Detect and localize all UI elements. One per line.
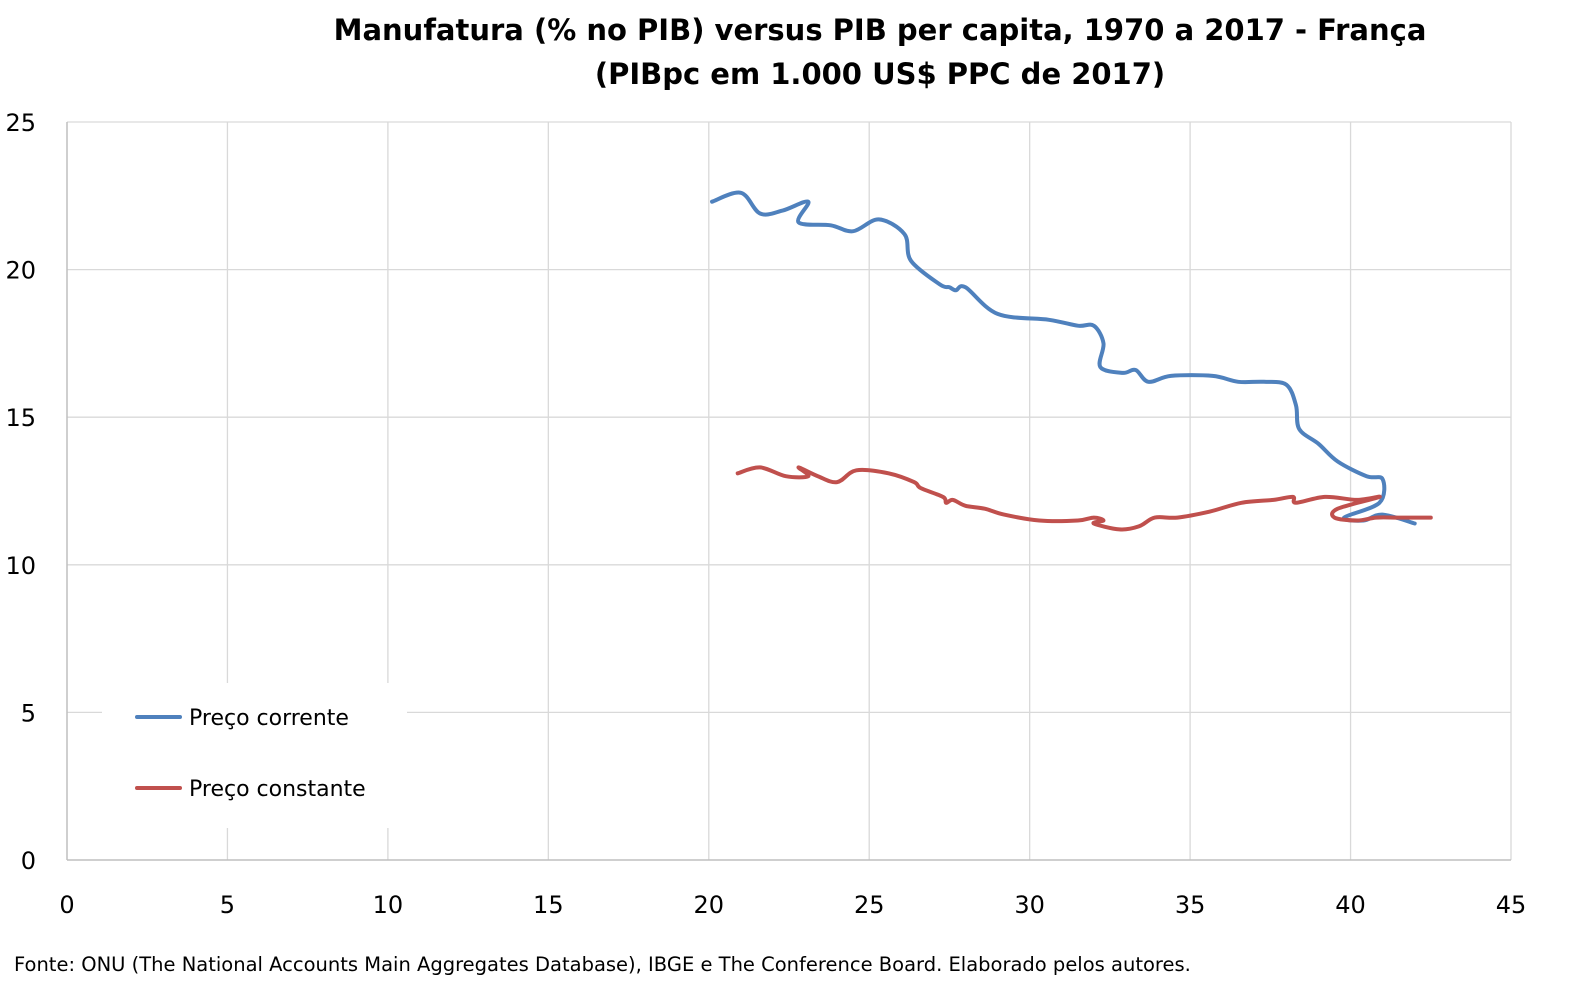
series-line-preco-corrente	[710, 190, 1417, 526]
x-tick-label: 40	[1335, 891, 1366, 919]
y-tick-label: 0	[21, 847, 36, 875]
x-axis-ticks: 0 5 10 15 20 25 30 35 40 45	[59, 891, 1526, 919]
y-tick-label: 10	[5, 552, 36, 580]
x-tick-label: 0	[59, 891, 74, 919]
gridlines	[67, 121, 1512, 860]
legend-label: Preço constante	[189, 777, 366, 802]
axes	[66, 122, 1511, 861]
chart-title: Manufatura (% no PIB) versus PIB per cap…	[333, 13, 1427, 47]
y-tick-label: 5	[21, 699, 36, 727]
x-tick-label: 15	[533, 891, 564, 919]
series-line-preco-constante	[735, 465, 1433, 532]
legend-label: Preço corrente	[189, 706, 349, 731]
legend: Preço corrente Preço constante	[102, 683, 407, 828]
legend-background	[102, 683, 407, 828]
x-tick-label: 35	[1175, 891, 1206, 919]
x-tick-label: 10	[373, 891, 404, 919]
source-note: Fonte: ONU (The National Accounts Main A…	[14, 953, 1191, 976]
x-tick-label: 30	[1014, 891, 1045, 919]
y-tick-label: 25	[5, 109, 36, 137]
y-tick-label: 15	[5, 404, 36, 432]
x-tick-label: 25	[854, 891, 885, 919]
x-tick-label: 45	[1496, 891, 1527, 919]
y-axis-ticks: 0 5 10 15 20 25	[5, 109, 36, 875]
y-tick-label: 20	[5, 257, 36, 285]
chart-title-block: Manufatura (% no PIB) versus PIB per cap…	[330, 8, 1430, 96]
x-tick-label: 20	[694, 891, 725, 919]
series-lines	[710, 190, 1433, 532]
x-tick-label: 5	[220, 891, 235, 919]
chart-subtitle: (PIBpc em 1.000 US$ PPC de 2017)	[594, 57, 1166, 91]
